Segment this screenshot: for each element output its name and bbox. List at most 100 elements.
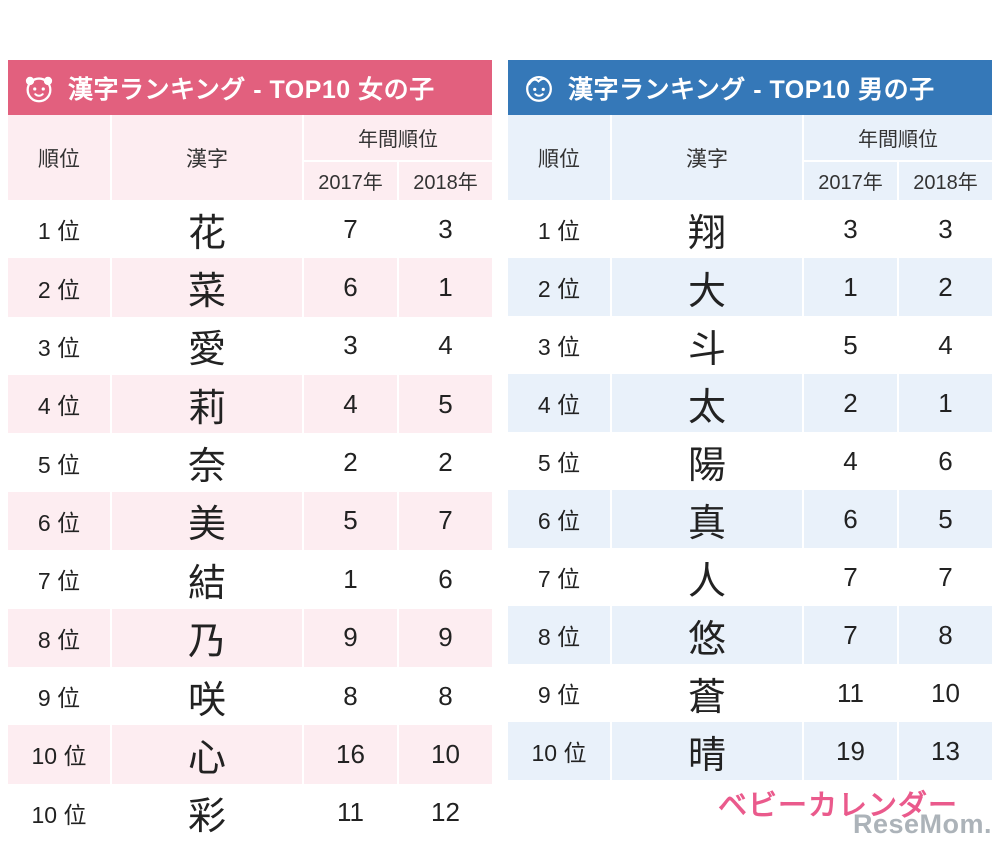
table-row: 9 位 蒼 11 10 xyxy=(508,664,992,722)
rank-cell: 9 位 xyxy=(37,685,81,712)
year-2018-cell: 9 xyxy=(397,608,492,667)
year-2017-cell: 2 xyxy=(302,433,397,492)
year-2017-cell: 11 xyxy=(802,664,897,722)
year-2017-header: 2017年 xyxy=(318,172,383,195)
boys-ranking-table: 漢字ランキング - TOP10 男の子 順位 漢字 年間順位 2017年 201… xyxy=(508,60,992,780)
resemom-watermark: ReseMom. xyxy=(852,809,992,839)
year-2017-cell: 7 xyxy=(802,606,897,664)
rank-column-header: 順位 xyxy=(38,147,80,171)
rank-cell: 8 位 xyxy=(537,624,581,650)
year-2018-cell: 3 xyxy=(897,200,992,258)
rank-cell: 5 位 xyxy=(37,451,81,478)
year-subheaders: 2017年 2018年 xyxy=(804,159,992,200)
girls-title-bar: 漢字ランキング - TOP10 女の子 xyxy=(8,60,492,115)
year-2018-cell: 10 xyxy=(897,664,992,722)
year-subheaders: 2017年 2018年 xyxy=(304,159,492,200)
kanji-cell: 莉 xyxy=(110,375,302,434)
year-2017-cell: 5 xyxy=(802,316,897,374)
kanji-cell: 愛 xyxy=(110,316,302,376)
kanji-cell: 翔 xyxy=(610,200,802,258)
year-2017-cell: 19 xyxy=(802,722,897,780)
kanji-cell: 大 xyxy=(610,258,802,316)
annual-rank-header-group: 年間順位 2017年 2018年 xyxy=(302,115,492,200)
year-2017-cell: 1 xyxy=(802,258,897,316)
year-2017-cell: 9 xyxy=(302,608,397,667)
year-2017-cell: 1 xyxy=(302,550,397,609)
table-row: 10 位晴 19 13 xyxy=(508,722,992,780)
year-2018-cell: 7 xyxy=(897,548,992,606)
kanji-cell: 陽 xyxy=(610,432,802,490)
rank-cell: 2 位 xyxy=(37,276,81,303)
year-2018-header: 2018年 xyxy=(397,161,492,200)
rank-cell: 10 位 xyxy=(31,743,87,770)
year-2018-cell: 6 xyxy=(397,550,492,609)
boy-face-icon xyxy=(522,71,556,105)
rank-cell: 6 位 xyxy=(37,509,81,536)
year-2018-cell: 13 xyxy=(897,722,992,780)
year-2017-header: 2017年 xyxy=(818,172,883,195)
rank-cell: 5 位 xyxy=(537,450,581,476)
rank-cell: 4 位 xyxy=(37,393,81,420)
kanji-cell: 悠 xyxy=(610,606,802,664)
year-2017-cell: 6 xyxy=(802,490,897,548)
kanji-cell: 晴 xyxy=(610,722,802,780)
year-2018-cell: 1 xyxy=(397,258,492,317)
rank-cell: 2 位 xyxy=(537,276,581,302)
rank-cell: 8 位 xyxy=(37,626,81,653)
rank-cell: 7 位 xyxy=(537,566,581,592)
table-row: 10 位彩 11 12 xyxy=(8,783,492,842)
year-2018-cell: 2 xyxy=(897,258,992,316)
rank-cell: 3 位 xyxy=(537,334,581,360)
footer: ベビーカレンダー ReseMom. xyxy=(682,782,992,840)
boys-title-bar: 漢字ランキング - TOP10 男の子 xyxy=(508,60,992,115)
girl-face-icon xyxy=(22,71,56,105)
annual-rank-label: 年間順位 xyxy=(358,128,438,151)
year-2017-cell: 7 xyxy=(802,548,897,606)
table-row: 10 位心 16 10 xyxy=(8,725,492,784)
girls-table-title: 漢字ランキング - TOP10 女の子 xyxy=(68,75,435,104)
year-2018-cell: 3 xyxy=(397,200,492,259)
year-2017-cell: 11 xyxy=(302,783,397,842)
kanji-cell: 心 xyxy=(110,725,302,784)
year-2018-cell: 4 xyxy=(397,316,492,376)
kanji-cell: 花 xyxy=(110,200,302,259)
year-2018-cell: 6 xyxy=(897,432,992,490)
year-2018-header: 2018年 xyxy=(897,161,992,200)
kanji-cell: 結 xyxy=(110,550,302,609)
year-2018-cell: 2 xyxy=(397,433,492,492)
rank-cell: 3 位 xyxy=(37,334,81,361)
kanji-cell: 蒼 xyxy=(610,664,802,722)
year-2017-cell: 4 xyxy=(802,432,897,490)
year-2017-cell: 16 xyxy=(302,725,397,784)
year-2018-cell: 8 xyxy=(397,666,492,726)
girls-table-header: 順位 漢字 年間順位 2017年 2018年 xyxy=(8,115,492,200)
kanji-cell: 美 xyxy=(110,491,302,551)
year-2017-cell: 6 xyxy=(302,258,397,317)
year-2018-cell: 5 xyxy=(397,375,492,434)
rank-cell: 1 位 xyxy=(37,218,81,245)
boys-table-header: 順位 漢字 年間順位 2017年 2018年 xyxy=(508,115,992,200)
kanji-cell: 菜 xyxy=(110,258,302,317)
boys-table-title: 漢字ランキング - TOP10 男の子 xyxy=(568,75,935,104)
rank-cell: 7 位 xyxy=(37,568,81,595)
annual-rank-header-group: 年間順位 2017年 2018年 xyxy=(802,115,992,200)
girls-ranking-table: 漢字ランキング - TOP10 女の子 順位 漢字 年間順位 2017年 201… xyxy=(8,60,492,842)
year-2017-cell: 3 xyxy=(302,316,397,376)
kanji-cell: 彩 xyxy=(110,783,302,842)
year-2018-cell: 12 xyxy=(397,783,492,842)
kanji-cell: 奈 xyxy=(110,433,302,492)
rank-cell: 10 位 xyxy=(531,740,587,766)
year-2017-cell: 2 xyxy=(802,374,897,432)
rank-cell: 9 位 xyxy=(537,682,581,708)
